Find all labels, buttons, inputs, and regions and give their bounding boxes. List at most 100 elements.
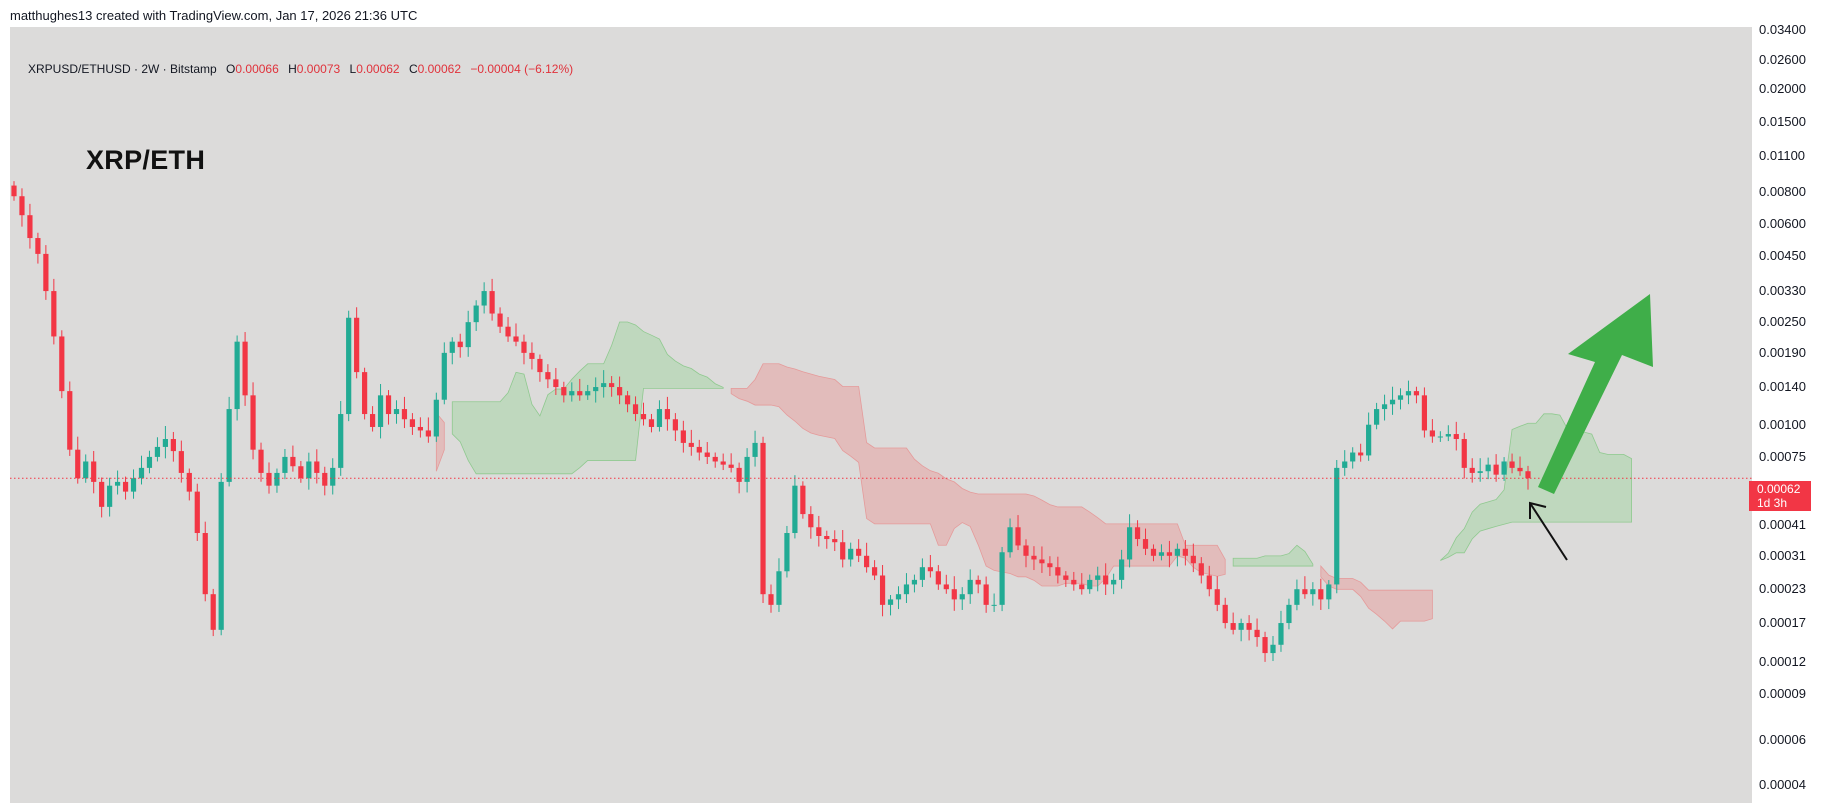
pointer-arrow-head xyxy=(1529,501,1547,519)
candle-body xyxy=(1166,552,1173,556)
candle-body xyxy=(51,291,57,337)
price-tick-label: 0.00023 xyxy=(1759,581,1806,597)
candle-body xyxy=(1063,575,1069,580)
candle-body xyxy=(951,589,957,600)
candle-body xyxy=(369,414,376,427)
price-axis[interactable] xyxy=(1752,27,1835,803)
candle-body xyxy=(43,253,49,292)
candle-body xyxy=(1421,395,1428,431)
candle-body xyxy=(1453,434,1459,440)
candle-body xyxy=(1206,575,1212,590)
candle-body xyxy=(234,341,240,410)
candle-body xyxy=(672,419,678,431)
candle-body xyxy=(99,481,105,507)
candle-body xyxy=(521,341,527,353)
candle-body xyxy=(1278,623,1284,645)
candle-body xyxy=(146,456,153,468)
candle-body xyxy=(736,467,742,482)
bar-countdown: 1d 3h xyxy=(1757,496,1788,510)
candle-body xyxy=(1310,589,1316,595)
candle-body xyxy=(864,555,870,568)
candle-body xyxy=(314,461,320,473)
candle-body xyxy=(130,478,137,492)
last-price-value: 0.00062 xyxy=(1757,482,1801,496)
price-tick-label: 0.00330 xyxy=(1759,283,1806,299)
candle-body xyxy=(1294,589,1300,605)
candle-body xyxy=(457,341,463,348)
candle-body xyxy=(401,409,408,420)
candle-body xyxy=(1198,563,1204,576)
candle-body xyxy=(1126,527,1133,560)
candle-body xyxy=(433,399,439,437)
price-tick-label: 0.01500 xyxy=(1759,113,1806,129)
ichimoku-cloud-bullish xyxy=(1440,413,1632,561)
candle-body xyxy=(999,552,1005,605)
candle-body xyxy=(656,409,663,427)
candle-body xyxy=(1119,559,1125,580)
candle-body xyxy=(107,485,113,507)
candle-body xyxy=(848,548,854,560)
candle-body xyxy=(816,527,822,536)
candlestick-chart xyxy=(10,181,1752,662)
candle-body xyxy=(1469,467,1475,473)
candle-body xyxy=(664,409,671,420)
header-credit: matthughes13 created with TradingView.co… xyxy=(10,8,418,23)
candle-body xyxy=(1007,527,1013,553)
candle-body xyxy=(11,185,17,197)
candle-body xyxy=(537,358,543,373)
pointer-arrow-shaft xyxy=(1529,502,1568,561)
candle-body xyxy=(927,567,933,572)
candle-body xyxy=(1342,461,1348,468)
last-price-badge: 0.00062 1d 3h xyxy=(1749,481,1811,511)
candle-body xyxy=(871,567,878,576)
candle-body xyxy=(1381,404,1388,410)
candle-body xyxy=(728,464,734,468)
candle-body xyxy=(943,584,949,590)
candle-body xyxy=(1485,464,1491,472)
candle-body xyxy=(1254,629,1260,638)
candle-body xyxy=(1182,548,1188,556)
candle-body xyxy=(585,391,591,396)
candle-body xyxy=(1501,461,1507,475)
candle-body xyxy=(601,383,607,388)
candle-body xyxy=(832,539,838,543)
candle-body xyxy=(330,467,336,486)
candle-body xyxy=(505,326,511,337)
candle-body xyxy=(975,579,981,585)
chart-pane[interactable]: XRPUSD/ETHUSD · 2W · Bitstamp O0.00066 H… xyxy=(10,27,1752,803)
candle-body xyxy=(792,485,798,534)
candle-body xyxy=(250,395,256,450)
candle-body xyxy=(561,387,567,396)
candle-body xyxy=(935,571,941,585)
candle-body xyxy=(768,594,774,605)
candle-body xyxy=(1445,434,1451,437)
candle-body xyxy=(322,472,328,486)
candle-body xyxy=(991,604,997,606)
candle-body xyxy=(162,439,168,447)
price-tick-label: 0.00017 xyxy=(1759,615,1806,631)
candle-body xyxy=(840,542,846,560)
price-tick-label: 0.00009 xyxy=(1759,686,1806,702)
candle-body xyxy=(856,548,862,556)
candle-body xyxy=(1493,464,1499,475)
annotation-title: XRP/ETH xyxy=(86,145,206,175)
candle-body xyxy=(1270,644,1276,654)
price-tick-label: 0.00800 xyxy=(1759,183,1806,199)
candle-body xyxy=(529,352,535,359)
candle-body xyxy=(194,491,200,534)
price-tick-label: 0.00100 xyxy=(1759,416,1806,432)
candle-body xyxy=(35,238,41,254)
price-tick-label: 0.01100 xyxy=(1759,148,1806,164)
legend-high-label: H xyxy=(288,62,297,76)
candle-body xyxy=(1429,430,1435,437)
candle-body xyxy=(983,584,989,605)
candle-body xyxy=(1095,575,1101,580)
candle-body xyxy=(1103,575,1109,585)
candle-body xyxy=(1437,436,1443,438)
candle-body xyxy=(1150,548,1157,556)
candle-body xyxy=(449,341,455,353)
candle-body xyxy=(752,442,758,457)
price-tick-label: 0.00450 xyxy=(1759,248,1806,264)
candle-body xyxy=(1023,545,1029,556)
candle-body xyxy=(1350,452,1356,462)
